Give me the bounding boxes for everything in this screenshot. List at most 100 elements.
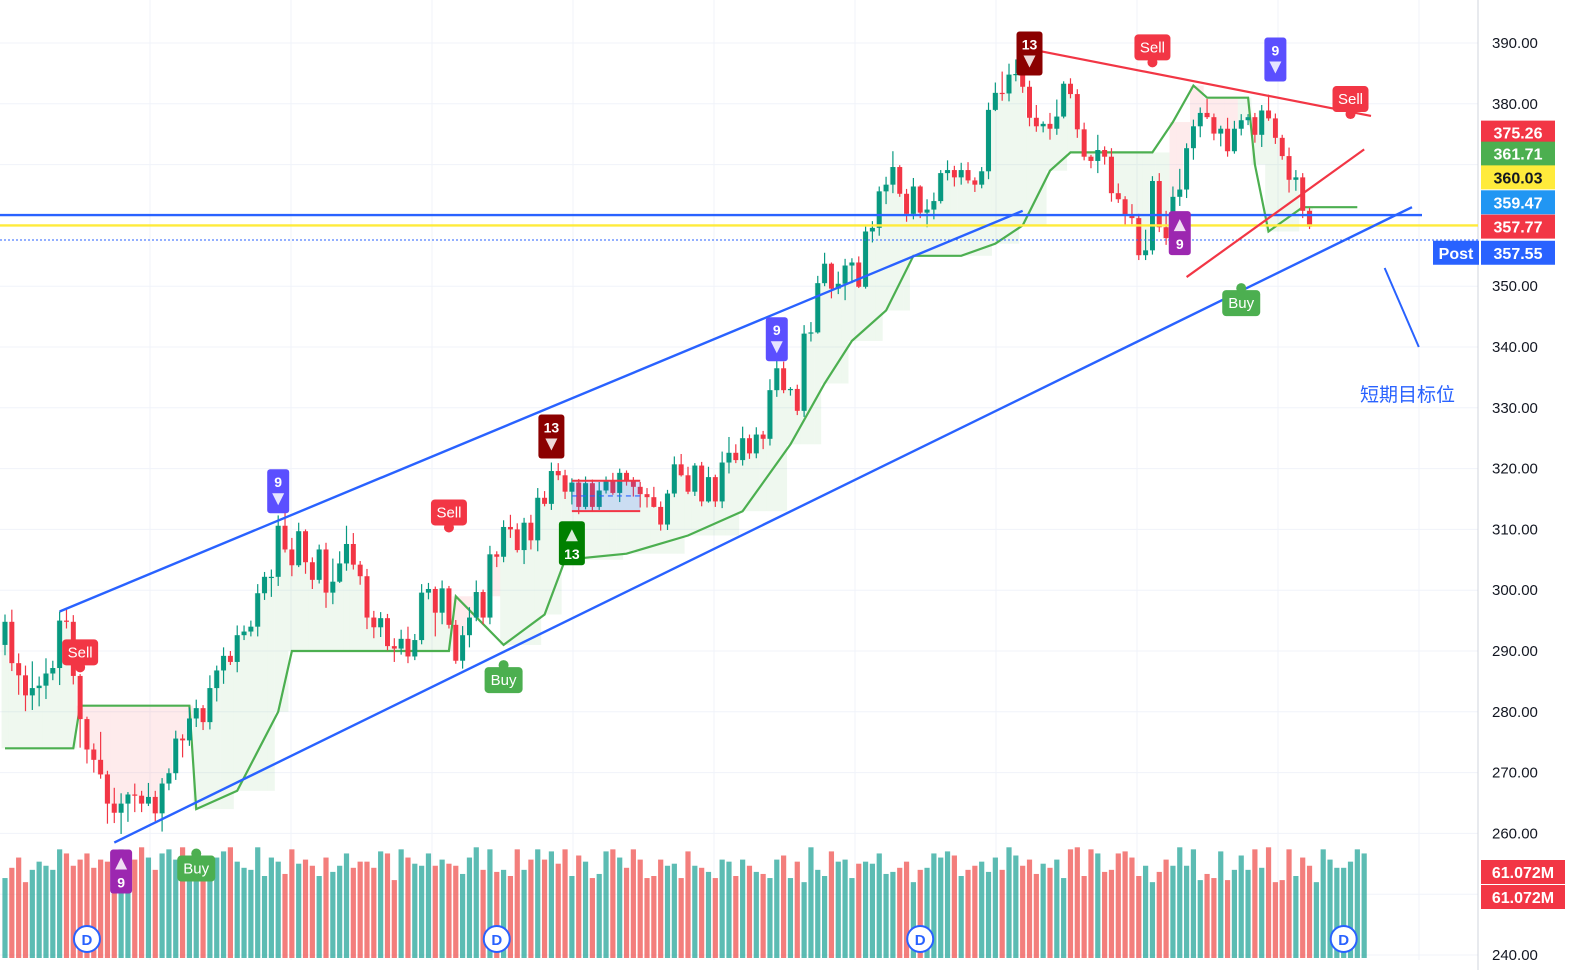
stop-fill xyxy=(213,670,221,810)
volume-bar xyxy=(856,863,862,958)
stop-fill xyxy=(957,170,965,256)
volume-bar xyxy=(794,861,800,958)
volume-bar xyxy=(91,867,97,958)
candle-body xyxy=(1081,129,1087,157)
candle-body xyxy=(760,434,766,439)
candle-body xyxy=(1020,74,1026,87)
stop-fill xyxy=(547,471,555,615)
candle-body xyxy=(268,576,274,579)
volume-bar xyxy=(84,853,90,958)
candle-body xyxy=(1143,250,1149,256)
volume-bar xyxy=(576,855,582,958)
volume-bar xyxy=(50,869,56,958)
trend-lines[interactable] xyxy=(59,48,1420,844)
candle-body xyxy=(282,525,288,550)
td-count-box xyxy=(765,317,788,362)
volume-bar xyxy=(671,863,677,958)
candle-body xyxy=(1286,156,1292,180)
volume-bar xyxy=(466,857,473,958)
volume-bar xyxy=(1300,857,1306,958)
stop-fill xyxy=(28,688,36,749)
volume-bar xyxy=(1190,849,1197,958)
candle-body xyxy=(1293,177,1299,180)
candle-body xyxy=(1279,137,1285,157)
stop-fill xyxy=(821,263,829,384)
price-badge-label: 357.77 xyxy=(1494,220,1543,237)
volume-bar xyxy=(302,859,309,958)
td-count-label: 13 xyxy=(544,420,560,436)
td-count-label: 9 xyxy=(274,474,282,490)
volume-bar xyxy=(644,878,650,958)
volume-bar xyxy=(1047,867,1053,958)
candle-body xyxy=(1266,110,1272,119)
stop-fill xyxy=(63,621,70,749)
buy-signal-label: Buy xyxy=(491,672,517,689)
stop-fill xyxy=(643,497,651,554)
volume-bar xyxy=(1204,873,1210,958)
dividend-marker xyxy=(906,925,935,953)
volume-bar xyxy=(1259,867,1265,958)
dividend-marker xyxy=(72,925,101,953)
candle-body xyxy=(221,655,227,671)
volume-bar xyxy=(535,849,541,958)
candle-body xyxy=(323,549,329,593)
volume-bar xyxy=(985,871,992,958)
candle-body xyxy=(241,631,247,636)
candle-body xyxy=(787,388,793,391)
volume-bar xyxy=(1170,865,1176,958)
volume-bar xyxy=(309,865,315,958)
volume-bar xyxy=(200,873,206,958)
y-tick-label: 310.00 xyxy=(1492,521,1538,538)
stop-fill xyxy=(752,434,760,512)
candle-body xyxy=(16,663,22,676)
stop-fill xyxy=(534,497,542,645)
candle-body xyxy=(583,483,589,507)
stop-fill xyxy=(691,465,699,536)
candle-body xyxy=(910,186,916,214)
volume-bar xyxy=(822,876,828,958)
stop-fill xyxy=(1019,86,1027,226)
candle-body xyxy=(43,673,49,686)
stop-fill xyxy=(541,503,548,615)
stop-fill xyxy=(841,265,849,384)
candle-body xyxy=(439,588,445,613)
volume-bar xyxy=(1313,882,1319,958)
stop-fill xyxy=(1278,156,1286,232)
volume-bar xyxy=(842,859,848,958)
volume-bar xyxy=(261,876,268,958)
stop-fill xyxy=(42,673,50,749)
volume-bar xyxy=(1286,849,1292,958)
candle-body xyxy=(1163,227,1169,239)
stop-fill xyxy=(104,705,111,804)
volume-bar xyxy=(412,863,418,958)
volume-bar xyxy=(1197,880,1203,958)
stop-fill xyxy=(889,167,897,311)
sell-signal-dot xyxy=(443,522,454,533)
volume-bar xyxy=(767,878,773,958)
candle-body xyxy=(596,490,602,507)
candlesticks[interactable] xyxy=(2,59,1313,835)
volume-bar xyxy=(1006,847,1012,958)
stop-fill xyxy=(363,617,371,651)
volume-bar xyxy=(214,857,220,958)
stop-fill xyxy=(773,368,781,512)
candle-body xyxy=(1218,128,1224,134)
volume-bar xyxy=(562,849,568,958)
volume-bar xyxy=(1054,859,1060,958)
volume-bar xyxy=(111,857,117,958)
candle-body xyxy=(1272,118,1278,138)
stop-fill xyxy=(629,486,637,554)
candle-body xyxy=(965,170,971,181)
stop-fill xyxy=(882,184,890,311)
candle-body xyxy=(1136,218,1142,256)
candle-body xyxy=(835,283,841,289)
volume-bar xyxy=(1013,855,1019,958)
stop-fill xyxy=(1,621,9,749)
candle-body xyxy=(1006,74,1012,94)
sell-signal-label: Sell xyxy=(1140,39,1165,56)
volume-bar xyxy=(173,859,179,958)
target-arrow xyxy=(1383,267,1420,348)
volume-badge-box xyxy=(1481,885,1565,909)
stop-fill xyxy=(336,563,344,651)
